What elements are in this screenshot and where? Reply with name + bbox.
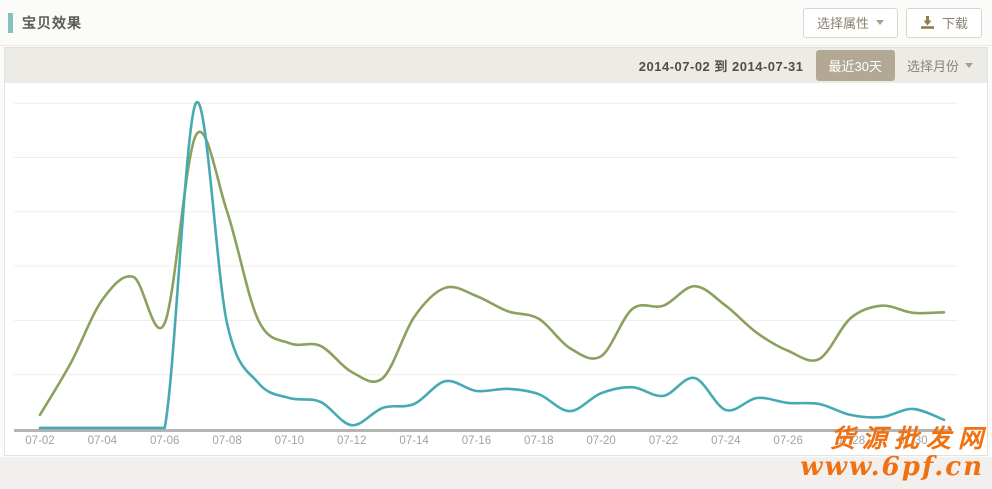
effect-chart: 07-02 07-04 07-06 07-08 07-10 07-12 07-14 07-16… <box>14 100 958 447</box>
title-accent-bar <box>8 12 13 33</box>
download-icon <box>920 15 935 30</box>
chart-panel: 2014-07-02 到 2014-07-31 最近30天 选择月份 07-02… <box>4 47 988 456</box>
svg-text:07-08: 07-08 <box>212 435 241 447</box>
svg-text:07-24: 07-24 <box>711 435 741 447</box>
svg-text:07-12: 07-12 <box>337 435 366 447</box>
select-month-button[interactable]: 选择月份 <box>907 56 973 75</box>
page-title: 宝贝效果 <box>22 14 82 31</box>
svg-text:07-04: 07-04 <box>88 435 118 447</box>
date-range-text: 2014-07-02 到 2014-07-31 <box>638 59 804 74</box>
select-attribute-button[interactable]: 选择属性 <box>802 7 898 38</box>
svg-text:07-26: 07-26 <box>773 435 802 447</box>
page-header: 宝贝效果 选择属性 下载 <box>0 0 992 46</box>
select-attribute-label: 选择属性 <box>816 16 869 31</box>
bottom-strip <box>0 457 992 489</box>
svg-text:07-06: 07-06 <box>150 435 179 447</box>
svg-text:07-02: 07-02 <box>25 435 54 447</box>
olive-line <box>38 130 946 417</box>
svg-text:07-22: 07-22 <box>649 435 678 447</box>
chart-box: 07-02 07-04 07-06 07-08 07-10 07-12 07-14 07-16… <box>5 83 987 455</box>
svg-text:07-28: 07-28 <box>836 435 865 447</box>
svg-text:07-16: 07-16 <box>462 435 491 447</box>
title-wrap: 宝贝效果 <box>8 12 82 33</box>
svg-text:07-30: 07-30 <box>898 435 927 447</box>
last-30-days-button[interactable]: 最近30天 <box>815 50 895 81</box>
svg-text:07-14: 07-14 <box>399 435 429 447</box>
header-buttons: 选择属性 下载 <box>802 7 982 38</box>
download-button[interactable]: 下载 <box>905 7 982 38</box>
download-label: 下载 <box>941 16 968 31</box>
svg-text:07-18: 07-18 <box>524 435 553 447</box>
chevron-down-icon <box>875 20 884 25</box>
chevron-down-icon <box>965 63 973 68</box>
svg-text:07-10: 07-10 <box>275 435 304 447</box>
select-month-label: 选择月份 <box>906 59 959 74</box>
date-toolbar: 2014-07-02 到 2014-07-31 最近30天 选择月份 <box>5 48 987 83</box>
teal-line <box>38 100 946 430</box>
svg-text:07-20: 07-20 <box>586 435 615 447</box>
